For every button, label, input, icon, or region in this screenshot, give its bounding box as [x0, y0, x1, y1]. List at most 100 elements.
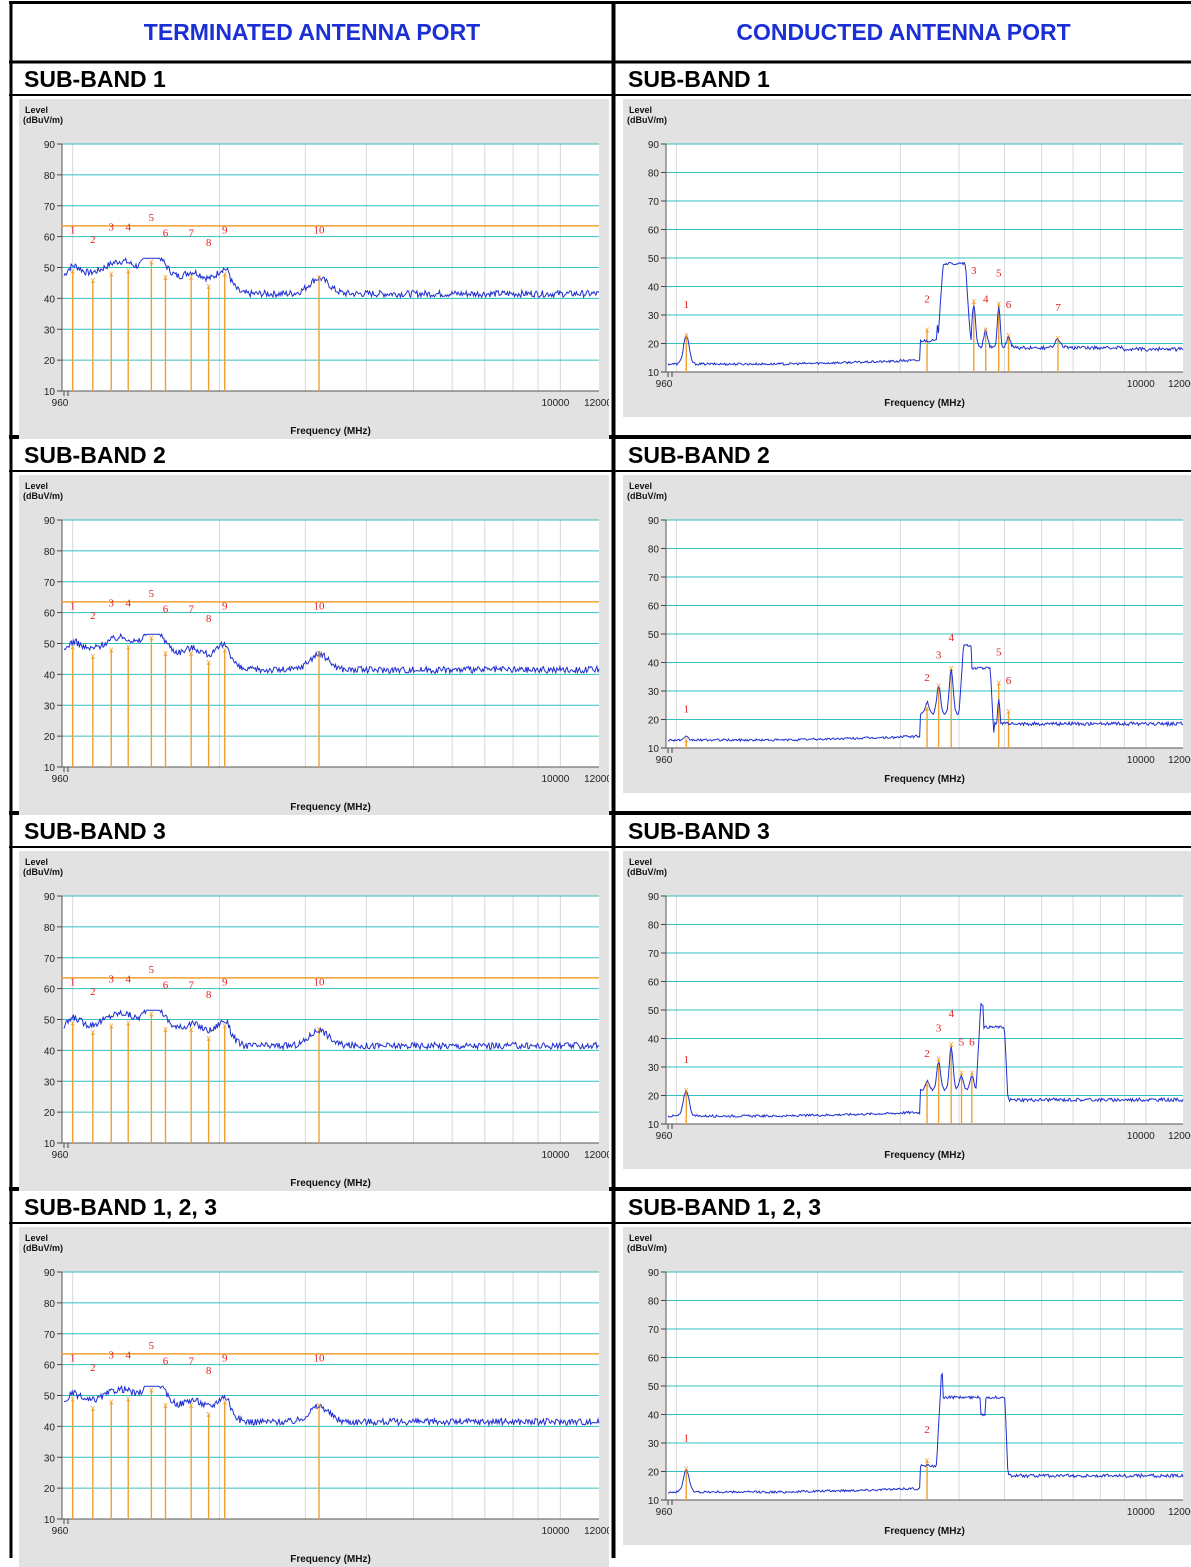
marker-point: x	[149, 256, 154, 266]
x-tick-label: 960	[52, 398, 69, 409]
y-tick-label: 60	[648, 602, 660, 613]
y-tick-label: 80	[648, 169, 660, 180]
y-tick-label: 60	[44, 985, 56, 996]
x-tick-label: 12000	[1168, 1131, 1191, 1142]
spectrum-trace	[63, 1008, 600, 1051]
y-tick-label: 20	[648, 716, 660, 727]
marker-point: x	[206, 1033, 211, 1043]
marker-number: 6	[1006, 299, 1012, 311]
marker-number: 5	[149, 964, 155, 976]
y-axis-unit: (dBuV/m)	[23, 867, 63, 877]
y-tick-label: 50	[44, 1016, 56, 1027]
y-tick-label: 50	[648, 630, 660, 641]
marker-point: x	[684, 1464, 689, 1474]
y-tick-label: 70	[648, 573, 660, 584]
marker-point: x	[163, 1024, 168, 1034]
spectrum-chart: 10 20 30 40 50 60 70 80 90 Level (dBuV/m) 960 10000 1…	[19, 1227, 609, 1567]
spectrum-chart: 10 20 30 40 50 60 70 80 90 Level (dBuV/m) 960 10000 1…	[19, 851, 609, 1191]
marker-point: x	[126, 1018, 131, 1028]
marker-point: x	[925, 1455, 930, 1465]
marker-number: 6	[163, 604, 169, 616]
y-tick-label: 80	[44, 547, 56, 558]
marker-point: x	[1006, 330, 1011, 340]
marker-point: x	[189, 272, 194, 282]
x-tick-label: 12000	[1168, 379, 1191, 390]
y-tick-label: 50	[44, 640, 56, 651]
marker-point: x	[206, 281, 211, 291]
marker-number: 9	[222, 977, 228, 989]
y-tick-label: 60	[44, 1361, 56, 1372]
y-axis-label: Level	[25, 857, 48, 867]
marker-number: 4	[125, 597, 131, 609]
marker-point: x	[222, 1021, 227, 1031]
marker-number: 8	[206, 1365, 212, 1377]
marker-point: x	[70, 642, 75, 652]
y-axis-label: Level	[25, 481, 48, 491]
marker-number: 6	[969, 1037, 975, 1049]
marker-point: x	[109, 1397, 114, 1407]
y-tick-label: 30	[648, 1063, 660, 1074]
marker-number: 1	[684, 299, 690, 311]
y-tick-label: 10	[648, 368, 660, 379]
y-tick-label: 80	[648, 921, 660, 932]
marker-point: x	[222, 645, 227, 655]
y-axis-unit: (dBuV/m)	[23, 1243, 63, 1253]
marker-point: x	[91, 651, 96, 661]
marker-point: x	[684, 330, 689, 340]
y-tick-label: 60	[44, 609, 56, 620]
y-tick-label: 10	[648, 1496, 660, 1507]
marker-number: 7	[188, 228, 194, 240]
y-tick-label: 30	[44, 1077, 56, 1088]
marker-number: 2	[924, 1424, 930, 1436]
y-tick-label: 50	[648, 254, 660, 265]
y-tick-label: 40	[44, 294, 56, 305]
x-tick-label: 10000	[541, 774, 569, 785]
marker-point: x	[91, 275, 96, 285]
marker-number: 8	[206, 613, 212, 625]
marker-number: 1	[70, 601, 76, 613]
y-tick-label: 10	[44, 1139, 56, 1150]
spectrum-trace	[667, 1002, 1184, 1119]
y-tick-label: 20	[648, 340, 660, 351]
y-tick-label: 40	[648, 659, 660, 670]
y-tick-label: 20	[44, 1484, 56, 1495]
marker-number: 5	[149, 1340, 155, 1352]
marker-point: x	[126, 266, 131, 276]
marker-point: x	[949, 1039, 954, 1049]
marker-number: 3	[109, 1349, 115, 1361]
x-axis-label: Frequency (MHz)	[290, 426, 371, 437]
marker-number: 4	[125, 221, 131, 233]
marker-number: 1	[70, 977, 76, 989]
marker-point: x	[959, 1068, 964, 1078]
marker-point: x	[317, 648, 322, 658]
y-axis-label: Level	[25, 1233, 48, 1243]
spectrum-trace	[63, 256, 600, 299]
band-label: SUB-BAND 3	[628, 818, 770, 844]
marker-number: 4	[948, 1008, 954, 1020]
marker-number: 6	[163, 980, 169, 992]
marker-number: 5	[996, 646, 1002, 658]
marker-point: x	[189, 648, 194, 658]
marker-point: x	[936, 1053, 941, 1063]
marker-point: x	[70, 1018, 75, 1028]
y-tick-label: 20	[44, 356, 56, 367]
marker-point: x	[126, 1394, 131, 1404]
y-tick-label: 40	[44, 1046, 56, 1057]
x-tick-label: 960	[52, 1526, 69, 1537]
x-tick-label: 960	[656, 1507, 673, 1518]
y-tick-label: 70	[44, 578, 56, 589]
x-axis-label: Frequency (MHz)	[884, 1526, 965, 1537]
x-tick-label: 10000	[541, 1526, 569, 1537]
marker-point: x	[925, 324, 930, 334]
x-tick-label: 960	[656, 755, 673, 766]
y-tick-label: 90	[44, 1268, 56, 1279]
marker-point: x	[206, 657, 211, 667]
marker-number: 10	[314, 601, 326, 613]
y-tick-label: 90	[648, 1268, 660, 1279]
marker-point: x	[222, 1397, 227, 1407]
y-axis-label: Level	[629, 481, 652, 491]
x-tick-label: 960	[52, 774, 69, 785]
marker-number: 9	[222, 601, 228, 613]
marker-point: x	[109, 645, 114, 655]
marker-number: 7	[188, 604, 194, 616]
